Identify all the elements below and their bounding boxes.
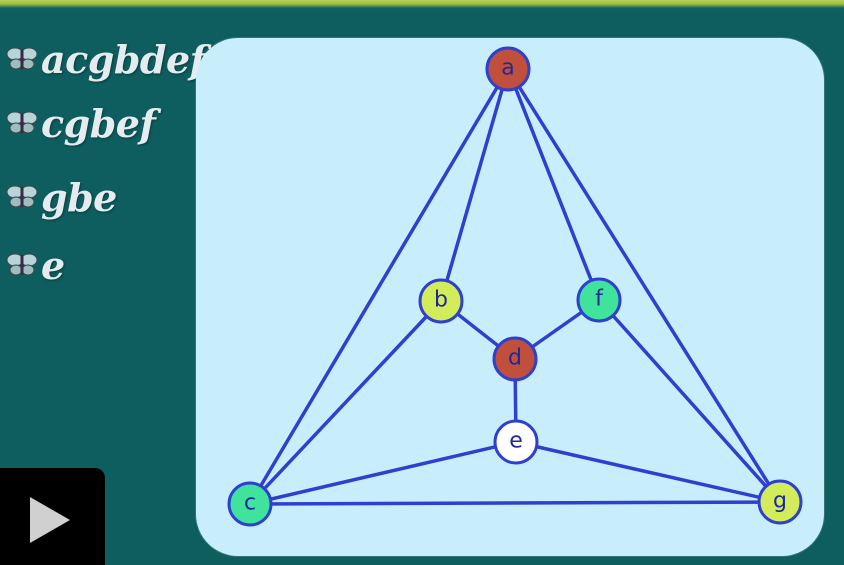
node-label: f — [595, 287, 604, 312]
edge-f-g — [597, 298, 782, 504]
node-label: a — [501, 56, 514, 81]
butterfly-icon — [6, 47, 38, 70]
node-circle — [492, 336, 538, 382]
edge-e-g — [514, 440, 782, 504]
edge-a-b — [439, 67, 510, 303]
node-label: d — [508, 346, 522, 371]
node-circle — [227, 481, 273, 527]
play-icon — [30, 497, 70, 543]
node-circle — [493, 419, 539, 465]
edge-a-c — [248, 67, 510, 506]
bullet-text: cgbef — [41, 100, 156, 146]
graph-panel: a b f d e c g — [196, 38, 824, 556]
bullet-item: e — [4, 240, 65, 290]
node-g: g — [757, 479, 803, 525]
play-button[interactable] — [0, 468, 105, 565]
node-circle — [757, 479, 803, 525]
edge-a-g — [506, 67, 782, 504]
node-label: e — [509, 429, 523, 454]
node-f: f — [576, 277, 622, 323]
bullet-text: gbe — [41, 174, 117, 220]
bullet-item: gbe — [4, 172, 117, 222]
node-a: a — [485, 46, 531, 92]
butterfly-icon — [6, 111, 38, 134]
node-label: b — [434, 288, 448, 313]
top-accent-bar — [0, 0, 844, 14]
node-label: g — [773, 489, 787, 514]
node-circle — [485, 46, 531, 92]
node-circle — [576, 277, 622, 323]
edge-b-c — [248, 299, 443, 506]
bullet-item: cgbef — [4, 98, 156, 148]
graph-diagram: a b f d e c g — [227, 46, 803, 527]
node-c: c — [227, 481, 273, 527]
bullet-text: acgbdef — [41, 36, 206, 82]
edge-a-f — [506, 67, 601, 302]
node-circle — [418, 278, 464, 324]
node-d: d — [492, 336, 538, 382]
butterfly-icon — [6, 185, 38, 208]
node-b: b — [418, 278, 464, 324]
edge-c-g — [248, 500, 782, 506]
node-label: c — [244, 491, 256, 516]
bullet-item: acgbdef — [4, 34, 206, 84]
edge-e-c — [248, 440, 518, 506]
butterfly-icon — [6, 253, 38, 276]
bullet-text: e — [41, 242, 65, 288]
node-e: e — [493, 419, 539, 465]
